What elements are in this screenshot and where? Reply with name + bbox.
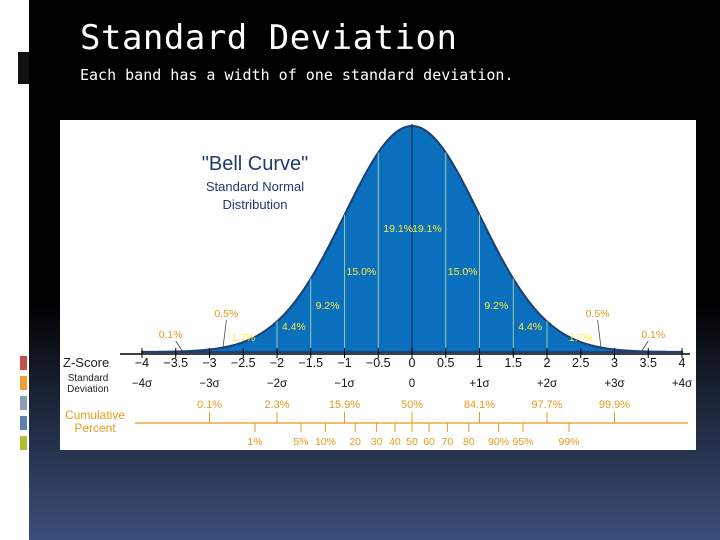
- cumulative-lower-label: 99%: [558, 436, 579, 448]
- cumulative-lower-label: 30: [371, 436, 383, 448]
- cumulative-upper-label: 84.1%: [464, 399, 495, 411]
- z-tick-label: 0: [409, 356, 416, 370]
- z-tick-label: 0.5: [437, 356, 454, 370]
- z-tick-label: −2: [270, 356, 284, 370]
- bell-curve-chart: 1.7% 4.4% 9.2% 15.0% 19.1%19.1% 15.0% 9.2% 4.4%…: [63, 124, 692, 448]
- std-dev-label: Standard: [68, 373, 109, 384]
- z-tick-label: 3: [611, 356, 618, 370]
- left-accent-strip: [0, 0, 29, 540]
- tail-leader: [597, 319, 602, 348]
- cumulative-label: Cumulative: [65, 408, 125, 422]
- z-tick-label: −3: [202, 356, 216, 370]
- tail-label: 0.1%: [159, 329, 183, 341]
- cumulative-lower-label: 20: [349, 436, 361, 448]
- std-dev-tick-label: −3σ: [199, 378, 219, 390]
- cumulative-upper-label: 15.9%: [329, 399, 360, 411]
- tail-leader: [222, 319, 227, 348]
- slide-title: Standard Deviation: [80, 18, 458, 58]
- accent-bar-blue: [20, 416, 27, 430]
- tail-leader: [175, 340, 183, 352]
- cumulative-lower-label: 80: [463, 436, 475, 448]
- cumulative-lower-label: 95%: [513, 436, 534, 448]
- z-tick-label: 2: [544, 356, 551, 370]
- tail-label: 0.5%: [586, 308, 610, 320]
- cumulative-lower-label: 10%: [315, 436, 336, 448]
- tail-label: 0.5%: [214, 308, 238, 320]
- std-dev-tick-label: +2σ: [537, 378, 557, 390]
- chart-subtitle: Distribution: [222, 197, 287, 212]
- z-tick-label: −4: [135, 356, 149, 370]
- tail-leader: [641, 340, 649, 352]
- z-tick-label: −0.5: [366, 356, 391, 370]
- cumulative-lower-label: 1%: [247, 436, 262, 448]
- std-dev-tick-label: +1σ: [469, 378, 489, 390]
- z-tick-label: −1: [337, 356, 351, 370]
- tail-label: 0.1%: [641, 329, 665, 341]
- accent-bar-red: [20, 356, 27, 370]
- z-score-label: Z-Score: [63, 355, 109, 370]
- std-dev-tick-label: −4σ: [132, 378, 152, 390]
- cumulative-lower-label: 50: [406, 436, 418, 448]
- std-dev-tick-label: +4σ: [672, 378, 692, 390]
- std-dev-tick-label: −1σ: [334, 378, 354, 390]
- std-dev-tick-label: +3σ: [604, 378, 624, 390]
- band-label: 4.4%: [518, 321, 542, 333]
- band-label: 9.2%: [484, 300, 508, 312]
- band-label: 15.0%: [346, 266, 376, 278]
- slide-subtitle: Each band has a width of one standard de…: [80, 66, 514, 84]
- std-dev-label: Deviation: [67, 384, 109, 395]
- std-dev-tick-label: −2σ: [267, 378, 287, 390]
- z-tick-label: 3.5: [640, 356, 657, 370]
- bell-curve-figure: 1.7% 4.4% 9.2% 15.0% 19.1% 19.1% 15.0% 9.2% 4.4%…: [60, 120, 696, 450]
- chart-title: "Bell Curve": [202, 153, 308, 175]
- z-tick-label: 2.5: [572, 356, 589, 370]
- z-tick-label: 4: [679, 356, 686, 370]
- std-dev-tick-label: 0: [409, 378, 415, 390]
- accent-bar-orange: [20, 376, 27, 390]
- band-label: 19.1%: [383, 223, 413, 235]
- cumulative-upper-label: 97.7%: [531, 399, 562, 411]
- accent-bar-green: [20, 436, 27, 450]
- cumulative-upper-label: 0.1%: [197, 399, 222, 411]
- cumulative-lower-label: 60: [423, 436, 435, 448]
- chart-subtitle: Standard Normal: [206, 179, 304, 194]
- band-label: 4.4%: [282, 321, 306, 333]
- band-label: 19.1%: [412, 223, 442, 235]
- cumulative-upper-label: 2.3%: [264, 399, 289, 411]
- accent-block: [18, 52, 29, 84]
- band-label: 9.2%: [316, 300, 340, 312]
- band-label: 15.0%: [448, 266, 478, 278]
- cumulative-upper-label: 50%: [401, 399, 423, 411]
- band-label: 1.7%: [231, 332, 255, 344]
- z-tick-label: 1: [476, 356, 483, 370]
- z-tick-label: 1.5: [505, 356, 522, 370]
- z-tick-label: −3.5: [163, 356, 188, 370]
- band-label: 1.7%: [569, 332, 593, 344]
- cumulative-lower-label: 5%: [293, 436, 308, 448]
- cumulative-lower-label: 40: [389, 436, 401, 448]
- cumulative-lower-label: 90%: [488, 436, 509, 448]
- z-tick-label: −2.5: [231, 356, 256, 370]
- z-tick-label: −1.5: [298, 356, 323, 370]
- cumulative-label: Percent: [74, 421, 116, 435]
- accent-bar-grey: [20, 396, 27, 410]
- cumulative-lower-label: 70: [442, 436, 454, 448]
- cumulative-upper-label: 99.9%: [599, 399, 630, 411]
